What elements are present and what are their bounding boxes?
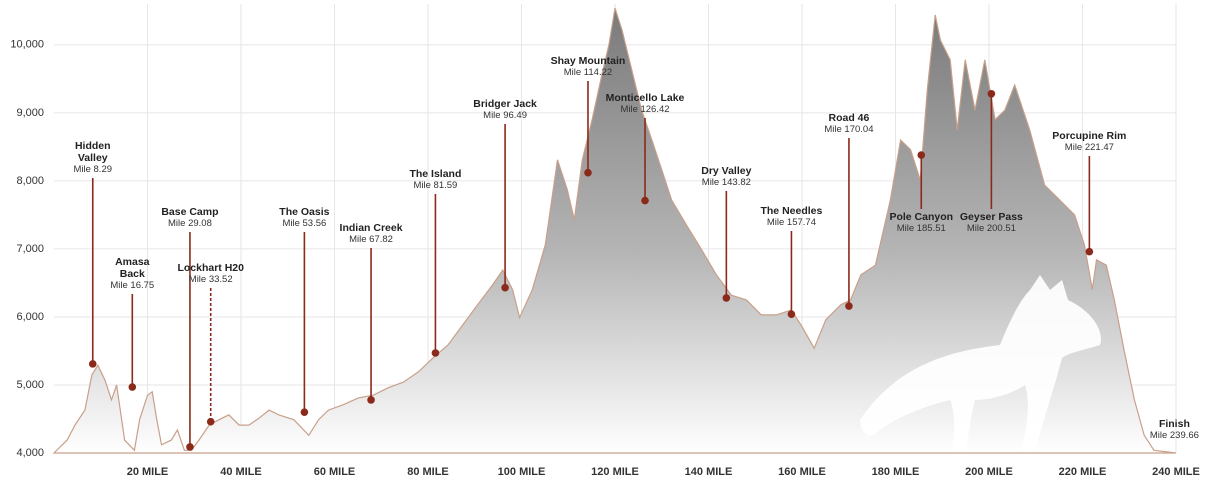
waypoint-marker — [917, 151, 926, 159]
waypoint-name: Hidden Valley — [74, 140, 111, 164]
waypoint-marker — [501, 283, 509, 292]
waypoint-label: Amasa Back Mile 16.75 — [110, 256, 154, 292]
x-tick-label: 240 MILE — [1152, 466, 1200, 478]
x-tick-label: 200 MILE — [965, 466, 1013, 478]
waypoint-name: Geyser Pass — [959, 211, 1023, 223]
waypoint-mile: Mile 221.47 — [1064, 142, 1114, 153]
waypoint-name: Amasa Back — [115, 256, 150, 280]
waypoint-name: Dry Valley — [701, 165, 752, 177]
waypoint-mile: Mile 33.52 — [188, 274, 233, 285]
x-tick-label: 160 MILE — [778, 466, 826, 478]
x-tick-label: 180 MILE — [872, 466, 920, 478]
waypoint-name: Bridger Jack — [473, 98, 537, 110]
waypoint-name: Road 46 — [828, 112, 870, 124]
waypoint-label: The Island Mile 81.59 — [380, 168, 490, 192]
waypoint-mile: Mile 114.22 — [563, 67, 613, 78]
waypoint-marker — [584, 168, 592, 177]
fox-silhouette — [860, 275, 1101, 452]
waypoint-mile: Mile 200.51 — [966, 223, 1016, 234]
waypoint-label: Finish Mile 239.66 — [1119, 418, 1205, 442]
waypoint-name: Indian Creek — [339, 222, 403, 234]
waypoint-marker — [1085, 247, 1094, 256]
waypoint-marker — [128, 383, 137, 391]
waypoint-name: Base Camp — [161, 206, 219, 218]
waypoint-mile: Mile 126.42 — [620, 104, 670, 115]
waypoint-label: Porcupine Rim Mile 221.47 — [1034, 130, 1144, 154]
waypoint-name: Monticello Lake — [605, 92, 685, 104]
waypoint-marker — [431, 349, 440, 357]
waypoint-label: Bridger Jack Mile 96.49 — [450, 98, 560, 122]
waypoint-mile: Mile 170.04 — [824, 124, 874, 135]
waypoint-name: Lockhart H20 — [177, 262, 244, 274]
waypoint-marker — [367, 396, 375, 404]
waypoint-marker — [787, 310, 796, 319]
y-tick-label: 5,000 — [16, 379, 44, 391]
waypoint-marker — [300, 408, 309, 416]
waypoint-label: Pole Canyon Mile 185.51 — [866, 211, 976, 235]
waypoint-mile: Mile 239.66 — [1149, 430, 1199, 441]
waypoint-name: Porcupine Rim — [1052, 130, 1127, 142]
y-tick-label: 8,000 — [16, 175, 44, 187]
waypoint-marker — [987, 90, 996, 98]
waypoint-label: Indian Creek Mile 67.82 — [316, 222, 426, 246]
x-tick-label: 80 MILE — [407, 466, 449, 478]
waypoint-label: Dry Valley Mile 143.82 — [671, 165, 781, 189]
x-tick-label: 120 MILE — [591, 466, 639, 478]
x-tick-label: 60 MILE — [314, 466, 356, 478]
waypoint-mile: Mile 185.51 — [896, 223, 946, 234]
waypoint-marker — [206, 417, 215, 426]
x-tick-label: 140 MILE — [685, 466, 733, 478]
waypoint-marker — [845, 302, 853, 310]
waypoint-mile: Mile 29.08 — [168, 218, 212, 229]
waypoint-marker — [186, 443, 194, 451]
x-tick-label: 100 MILE — [498, 466, 546, 478]
x-tick-label: 40 MILE — [220, 466, 262, 478]
waypoint-label: Road 46 Mile 170.04 — [794, 112, 904, 136]
y-tick-label: 6,000 — [16, 311, 44, 323]
waypoint-name: The Island — [409, 168, 462, 180]
elevation-area — [52, 7, 1177, 454]
waypoint-name: Shay Mountain — [550, 55, 626, 67]
y-tick-label: 10,000 — [10, 39, 44, 51]
waypoint-name: The Oasis — [279, 206, 330, 218]
waypoint-name: Pole Canyon — [889, 211, 954, 223]
waypoint-marker — [88, 360, 97, 368]
x-tick-label: 220 MILE — [1059, 466, 1107, 478]
waypoint-label: Base Camp Mile 29.08 — [135, 206, 245, 230]
waypoint-name: Finish — [1158, 418, 1190, 430]
waypoint-mile: Mile 96.49 — [483, 110, 527, 121]
waypoint-mile: Mile 16.75 — [110, 280, 155, 291]
y-tick-label: 9,000 — [16, 107, 44, 119]
waypoint-name: The Needles — [760, 205, 823, 217]
y-tick-label: 7,000 — [16, 243, 44, 255]
x-tick-label: 20 MILE — [127, 466, 169, 478]
waypoint-mile: Mile 143.82 — [701, 177, 751, 188]
waypoint-marker — [722, 294, 731, 302]
waypoint-label: Lockhart H20 Mile 33.52 — [156, 262, 266, 286]
waypoint-mile: Mile 157.74 — [766, 217, 816, 228]
waypoint-mile: Mile 81.59 — [413, 180, 458, 191]
waypoint-mile: Mile 8.29 — [73, 164, 113, 175]
waypoint-label: The Needles Mile 157.74 — [736, 205, 846, 229]
y-tick-label: 4,000 — [16, 447, 44, 459]
waypoint-label: The Oasis Mile 53.56 — [249, 206, 359, 230]
waypoint-label: Hidden Valley Mile 8.29 — [71, 140, 115, 176]
waypoint-label: Geyser Pass Mile 200.51 — [936, 211, 1046, 235]
waypoint-label: Shay Mountain Mile 114.22 — [533, 55, 643, 79]
waypoint-marker — [641, 196, 649, 205]
waypoint-label: Monticello Lake Mile 126.42 — [590, 92, 700, 116]
waypoint-mile: Mile 53.56 — [282, 218, 327, 229]
waypoint-mile: Mile 67.82 — [349, 234, 393, 245]
